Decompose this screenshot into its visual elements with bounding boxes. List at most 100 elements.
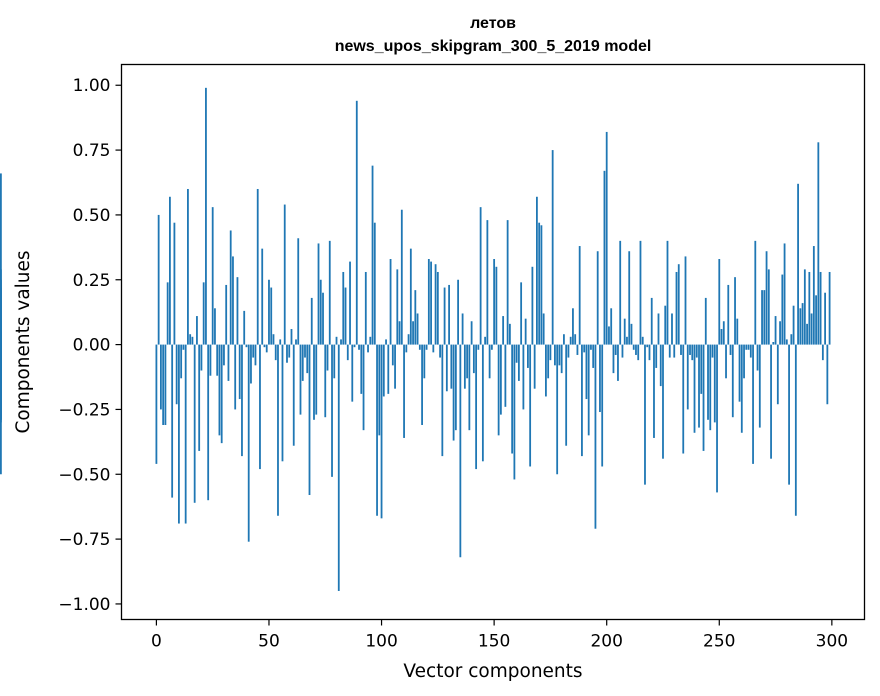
bar-component-136 xyxy=(461,313,464,345)
bar-component-137 xyxy=(463,344,466,389)
bar-component-14 xyxy=(187,188,189,345)
bar-component-25 xyxy=(211,207,214,345)
bar-component-243 xyxy=(702,344,705,451)
bar-component-153 xyxy=(499,344,502,415)
bar-component-43 xyxy=(252,344,255,358)
bar-component-56 xyxy=(281,344,284,462)
bar-component-22 xyxy=(205,87,207,345)
bar-component-260 xyxy=(740,344,743,433)
bar-component-219 xyxy=(648,344,651,361)
bar-component-114 xyxy=(412,321,414,345)
bar-component-51 xyxy=(270,287,273,345)
y-tick-label: −1.00 xyxy=(58,595,110,615)
bar-component-69 xyxy=(310,297,313,345)
bar-component-87 xyxy=(351,344,354,402)
bar-component-80 xyxy=(335,336,338,345)
bar-component-9 xyxy=(175,344,178,405)
bar-component-221 xyxy=(653,344,655,438)
bar-component-24 xyxy=(209,344,212,376)
bar-component-92 xyxy=(362,344,365,431)
bar-component-225 xyxy=(662,344,664,459)
bar-component-98 xyxy=(376,344,378,516)
bar-component-293 xyxy=(815,295,817,345)
bar-component-undefined xyxy=(0,331,2,345)
bar-component-147 xyxy=(486,220,489,345)
bar-component-33 xyxy=(229,230,232,345)
bar-component-160 xyxy=(515,344,518,363)
bar-component-271 xyxy=(765,251,768,345)
bar-component-270 xyxy=(763,290,766,345)
bar-component-259 xyxy=(738,344,741,402)
bar-component-141 xyxy=(472,344,475,374)
bar-component-187 xyxy=(576,344,579,355)
bar-component-268 xyxy=(758,344,761,428)
bar-component-138 xyxy=(466,344,469,379)
bar-component-54 xyxy=(277,344,279,516)
bar-component-214 xyxy=(637,344,640,361)
bar-component-83 xyxy=(342,271,345,345)
bar-component-298 xyxy=(826,344,829,405)
bar-component-201 xyxy=(608,326,610,345)
bar-component-171 xyxy=(540,225,543,345)
bar-component-145 xyxy=(481,344,484,462)
y-axis-label: Components values xyxy=(13,250,34,433)
bar-component-19 xyxy=(198,344,201,451)
bar-component-235 xyxy=(684,256,687,345)
bar-component-212 xyxy=(632,344,635,350)
bar-component-180 xyxy=(560,344,563,374)
bar-component-144 xyxy=(479,207,482,345)
bar-component-71 xyxy=(315,344,318,415)
bar-component-103 xyxy=(387,344,390,394)
y-tick-label: 1.00 xyxy=(73,76,111,96)
bar-component-131 xyxy=(450,344,453,389)
bar-component-109 xyxy=(400,209,403,345)
bar-component-undefined xyxy=(0,344,2,475)
bar-component-53 xyxy=(274,344,277,361)
bar-component-272 xyxy=(767,269,770,345)
bar-component-102 xyxy=(385,339,387,345)
bar-component-4 xyxy=(164,344,167,425)
x-tick-label: 150 xyxy=(478,632,510,652)
bar-component-39 xyxy=(243,310,246,345)
bar-component-77 xyxy=(328,240,331,345)
bar-component-10 xyxy=(178,344,180,524)
bar-component-6 xyxy=(169,196,171,345)
bar-component-169 xyxy=(536,196,538,345)
bar-component-256 xyxy=(731,344,734,418)
bar-component-28 xyxy=(218,344,221,436)
bar-component-148 xyxy=(488,344,491,379)
bar-component-202 xyxy=(610,308,613,345)
bar-component-194 xyxy=(592,344,595,368)
bar-component-48 xyxy=(263,344,266,348)
bar-component-79 xyxy=(333,344,336,379)
bar-component-52 xyxy=(272,334,275,345)
bar-component-173 xyxy=(545,344,547,397)
bar-component-287 xyxy=(801,303,804,345)
bar-component-119 xyxy=(423,344,426,379)
y-tick-label: −0.75 xyxy=(58,530,110,550)
bar-component-149 xyxy=(490,344,493,350)
bar-component-66 xyxy=(304,344,306,358)
bar-component-46 xyxy=(259,344,261,470)
y-axis-ticks: 1.00 0.75 0.50 0.25 0.00 −0.25 −0.50 −0.75 −1.00 xyxy=(58,76,122,615)
bar-component-299 xyxy=(828,271,831,345)
bar-component-128 xyxy=(443,287,446,345)
bar-component-63 xyxy=(297,238,300,345)
bar-component-undefined xyxy=(0,269,2,345)
bar-component-170 xyxy=(538,222,541,345)
x-axis-label: Vector components xyxy=(403,661,582,682)
bar-component-100 xyxy=(380,344,383,519)
bar-component-93 xyxy=(364,271,367,345)
bar-component-213 xyxy=(635,344,637,355)
bar-component-110 xyxy=(403,344,405,438)
bar-component-215 xyxy=(639,240,642,345)
bar-component-255 xyxy=(729,344,732,355)
bar-component-40 xyxy=(245,344,248,348)
bar-component-111 xyxy=(405,344,408,353)
bar-component-168 xyxy=(533,344,536,389)
bar-component-7 xyxy=(171,344,174,498)
bar-component-127 xyxy=(441,344,444,457)
bar-component-240 xyxy=(695,344,698,358)
x-axis-ticks: 0 50 100 150 200 250 300 xyxy=(151,619,848,652)
